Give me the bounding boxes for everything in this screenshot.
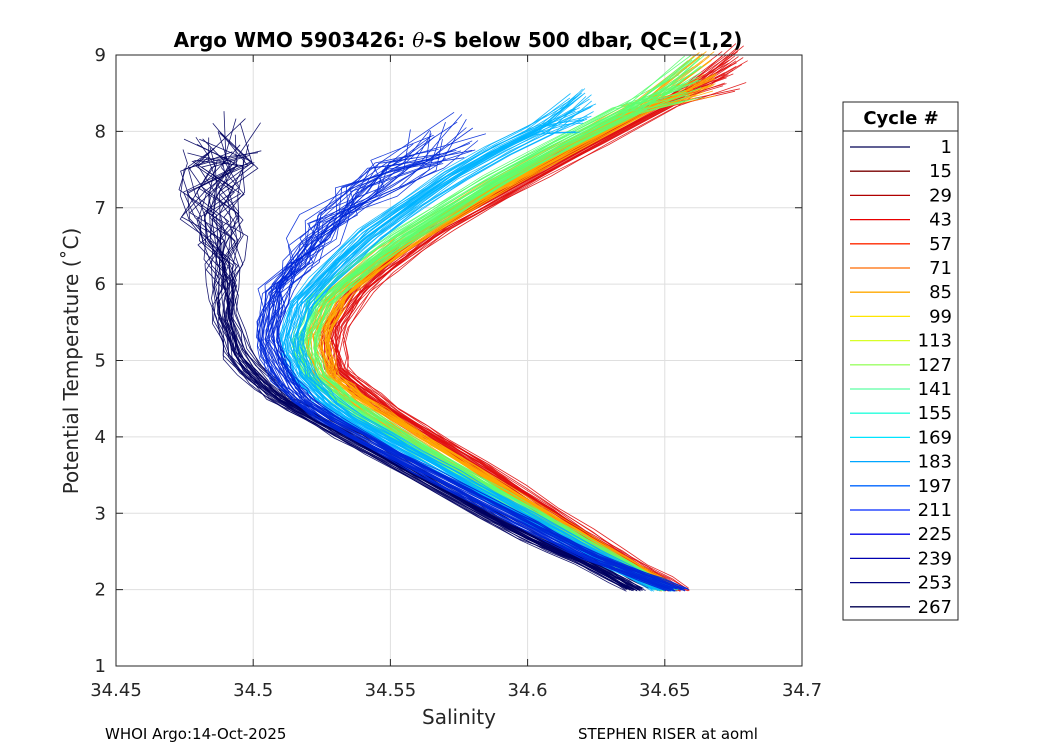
- ticks: [115, 54, 803, 667]
- legend-label: 1: [941, 137, 952, 158]
- profile-line: [265, 139, 676, 592]
- profile-line: [344, 82, 747, 592]
- legend-label: 211: [918, 500, 952, 521]
- profile-line: [299, 103, 676, 589]
- y-tick-label: 8: [95, 121, 106, 142]
- legend-label: 169: [918, 427, 952, 448]
- title-prefix: Argo WMO 5903426:: [174, 28, 413, 52]
- profiles: [178, 43, 748, 592]
- tick-labels: 34.45 34.5 34.55 34.6 34.65 34.7 1 2 3 4 5 6 7 8 9: [90, 45, 822, 701]
- profile-line: [270, 149, 677, 590]
- profile-line: [313, 71, 702, 590]
- legend-label: 71: [929, 258, 952, 279]
- legend: Cycle # 1 15 29 43 57 71 85 99 113 127 141 155 169 18…: [842, 101, 959, 621]
- profile-line: [326, 74, 717, 592]
- profile-line: [256, 127, 669, 589]
- y-tick-label: 6: [95, 274, 106, 295]
- profile-line: [264, 150, 675, 592]
- title-theta: θ: [412, 28, 424, 52]
- x-tick-label: 34.7: [782, 680, 822, 701]
- profile-line: [265, 114, 681, 589]
- legend-label: 239: [918, 548, 952, 569]
- y-tick-label: 4: [95, 427, 106, 448]
- legend-label: 197: [918, 476, 952, 497]
- title-suffix: -S below 500 dbar, QC=(1,2): [424, 28, 742, 52]
- profile-line: [278, 140, 686, 591]
- legend-label: 225: [918, 524, 952, 545]
- legend-label: 141: [918, 379, 952, 400]
- chart-title: Argo WMO 5903426: θ-S below 500 dbar, QC…: [174, 28, 743, 52]
- x-axis-label: Salinity: [422, 705, 496, 729]
- legend-label: 127: [918, 355, 952, 376]
- y-tick-label: 2: [95, 580, 106, 601]
- y-tick-label: 3: [95, 503, 106, 524]
- profile-line: [256, 129, 670, 592]
- legend-label: 43: [929, 210, 952, 231]
- x-tick-label: 34.55: [365, 680, 417, 701]
- profile-line: [297, 116, 671, 590]
- legend-label: 183: [918, 452, 952, 473]
- profile-line: [301, 106, 677, 589]
- legend-label: 29: [929, 185, 952, 206]
- profile-line: [211, 118, 637, 591]
- footer-credit-left: WHOI Argo:14-Oct-2025: [105, 725, 287, 743]
- legend-label: 253: [918, 573, 952, 594]
- footer-credit-right: STEPHEN RISER at aoml: [578, 725, 758, 743]
- y-tick-label: 5: [95, 351, 106, 372]
- profile-line: [194, 160, 638, 590]
- profile-line: [256, 130, 669, 589]
- y-tick-label: 1: [95, 656, 106, 677]
- legend-label: 99: [929, 306, 952, 327]
- y-tick-label: 7: [95, 198, 106, 219]
- profile-line: [196, 156, 635, 591]
- profile-line: [328, 72, 717, 589]
- x-tick-label: 34.45: [90, 680, 142, 701]
- y-tick-label: 9: [95, 45, 106, 66]
- x-tick-label: 34.5: [233, 680, 273, 701]
- profile-line: [180, 151, 627, 592]
- legend-label: 85: [929, 282, 952, 303]
- x-tick-label: 34.6: [508, 680, 548, 701]
- y-axis-label: Potential Temperature (˚C): [59, 228, 83, 495]
- legend-label: 57: [929, 234, 952, 255]
- legend-label: 155: [918, 403, 952, 424]
- profile-line: [324, 84, 714, 591]
- legend-label: 113: [918, 331, 952, 352]
- legend-title: Cycle #: [863, 108, 938, 129]
- x-tick-label: 34.65: [639, 680, 691, 701]
- profile-line: [338, 45, 744, 591]
- profile-line: [276, 157, 689, 590]
- legend-items: 1 15 29 43 57 71 85 99 113 127 141 155 169 183 197 211 2…: [850, 137, 952, 618]
- legend-label: 15: [929, 161, 952, 182]
- profile-line: [333, 60, 737, 592]
- legend-label: 267: [918, 597, 952, 618]
- profile-line: [300, 100, 677, 592]
- profile-line: [264, 121, 677, 590]
